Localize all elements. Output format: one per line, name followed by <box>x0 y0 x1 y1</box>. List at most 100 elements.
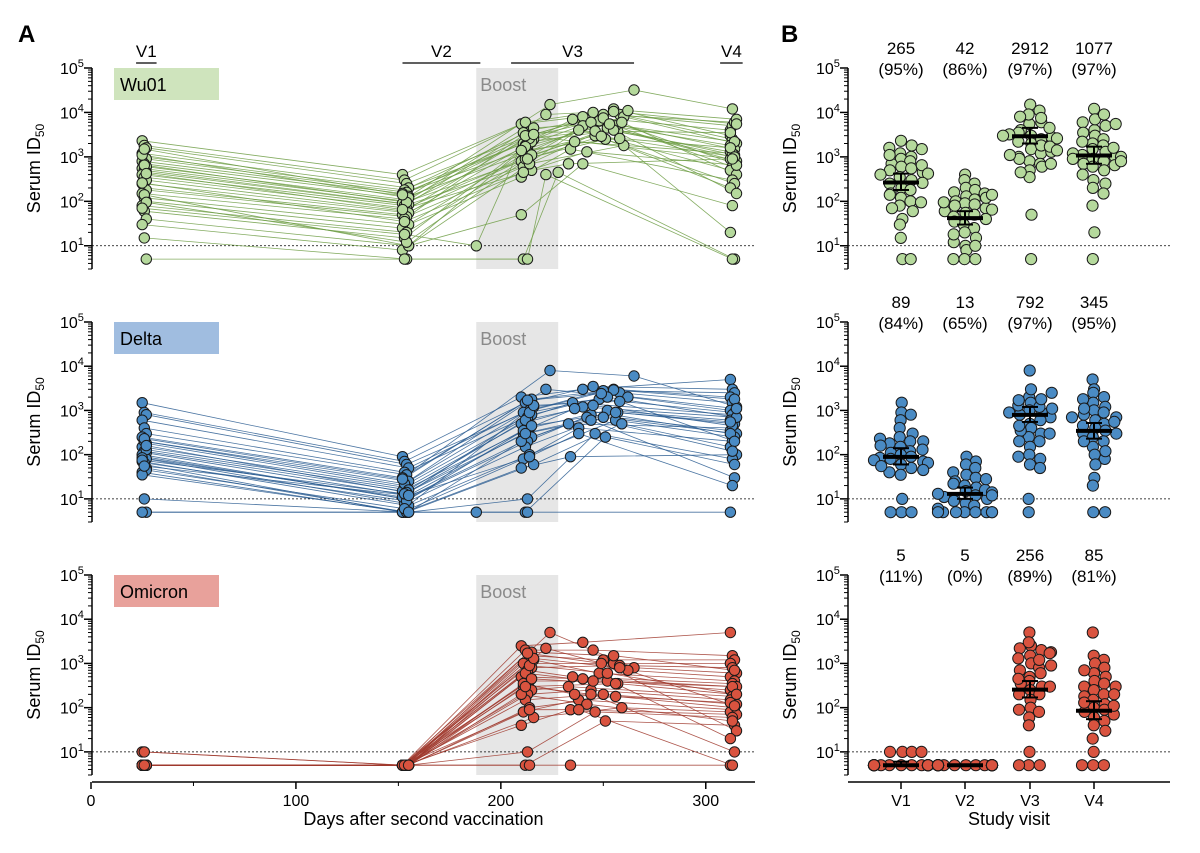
data-point <box>1033 653 1046 667</box>
data-point <box>1050 132 1064 145</box>
percent-label: (81%) <box>1071 567 1116 586</box>
x-tick-label: 100 <box>283 793 310 810</box>
data-point <box>521 506 534 518</box>
data-point <box>581 146 593 158</box>
data-point <box>1044 157 1058 170</box>
data-point <box>1034 667 1047 680</box>
visit-label-v1: V1 <box>136 42 157 61</box>
data-point <box>1076 168 1089 181</box>
data-point <box>915 159 928 172</box>
data-point <box>1065 411 1079 424</box>
boost-label: Boost <box>480 75 526 95</box>
data-point <box>985 506 999 519</box>
data-point <box>1023 745 1036 759</box>
y-tick-label: 102 <box>816 445 840 465</box>
data-point <box>1012 759 1026 772</box>
data-point <box>1024 383 1038 396</box>
y-tick-exponent: 3 <box>78 400 84 412</box>
data-point <box>398 253 411 265</box>
y-tick-label: 102 <box>60 445 84 465</box>
y-tick-base: 10 <box>60 105 78 122</box>
y-tick-label: 101 <box>816 236 840 256</box>
y-tick-label: 103 <box>60 653 84 673</box>
y-tick-label: 103 <box>816 400 840 420</box>
data-point <box>1086 732 1099 745</box>
data-point <box>136 177 148 189</box>
y-tick-base: 10 <box>60 403 78 420</box>
y-axis-label: Serum ID50 <box>780 377 803 467</box>
data-point <box>1088 226 1101 239</box>
data-point <box>521 253 534 265</box>
data-point <box>568 402 581 415</box>
geomean-label: 792 <box>1016 293 1044 312</box>
data-point <box>726 445 739 457</box>
data-point <box>1045 386 1058 399</box>
y-tick-label: 104 <box>60 102 84 122</box>
variant-label-box <box>114 68 219 100</box>
data-point <box>614 395 626 408</box>
data-point <box>544 98 556 111</box>
data-point <box>1087 506 1100 519</box>
y-tick-base: 10 <box>816 105 834 122</box>
data-point <box>589 706 601 718</box>
y-tick-exponent: 4 <box>834 609 840 621</box>
data-point <box>1110 427 1123 440</box>
data-point <box>728 458 741 471</box>
data-point <box>728 393 741 405</box>
data-point <box>1114 155 1128 168</box>
y-tick-exponent: 2 <box>78 191 84 203</box>
data-point <box>540 383 552 395</box>
y-tick-exponent: 3 <box>78 653 84 665</box>
y-tick-exponent: 3 <box>834 147 840 159</box>
percent-label: (97%) <box>1007 314 1052 333</box>
data-point <box>1033 435 1046 448</box>
data-point <box>1022 636 1035 649</box>
y-tick-base: 10 <box>816 568 834 585</box>
data-point <box>985 188 999 201</box>
data-point <box>599 715 612 727</box>
geomean-label: 256 <box>1016 546 1044 565</box>
data-point <box>730 118 743 130</box>
data-point <box>1035 111 1048 125</box>
data-point <box>905 139 918 152</box>
data-point <box>470 506 482 518</box>
data-point <box>1012 652 1025 665</box>
data-point <box>904 408 917 421</box>
subject-trajectory <box>144 659 735 766</box>
y-tick-label: 105 <box>816 312 840 332</box>
data-point <box>1078 664 1091 677</box>
subject-trajectory <box>142 676 737 766</box>
panel-letter-a: A <box>18 21 35 48</box>
data-point <box>728 700 741 712</box>
subject-trajectory <box>144 683 731 766</box>
y-axis-label: Serum ID50 <box>780 123 803 213</box>
data-point <box>589 427 601 440</box>
y-tick-label: 105 <box>60 58 84 78</box>
percent-label: (11%) <box>879 567 923 586</box>
x-tick-label: 300 <box>692 793 719 810</box>
data-point <box>523 704 536 716</box>
percent-label: (95%) <box>1071 314 1116 333</box>
data-point <box>521 746 534 758</box>
data-point <box>1078 402 1091 415</box>
data-point <box>730 725 743 737</box>
y-tick-base: 10 <box>60 150 78 167</box>
data-point <box>915 143 928 156</box>
data-point <box>905 162 918 175</box>
data-point <box>728 664 741 676</box>
y-tick-exponent: 4 <box>834 356 840 368</box>
y-tick-base: 10 <box>60 61 78 78</box>
data-point <box>726 479 739 492</box>
y-tick-base: 10 <box>816 612 834 629</box>
data-point <box>609 677 622 690</box>
y-tick-base: 10 <box>60 492 78 509</box>
data-point <box>138 759 151 771</box>
y-tick-exponent: 2 <box>78 445 84 457</box>
data-point <box>931 759 945 772</box>
y-tick-exponent: 3 <box>78 147 84 159</box>
data-point <box>136 397 148 409</box>
y-tick-base: 10 <box>60 194 78 211</box>
variant-label-box <box>114 575 219 607</box>
y-tick-exponent: 2 <box>834 191 840 203</box>
data-point <box>1012 672 1025 685</box>
